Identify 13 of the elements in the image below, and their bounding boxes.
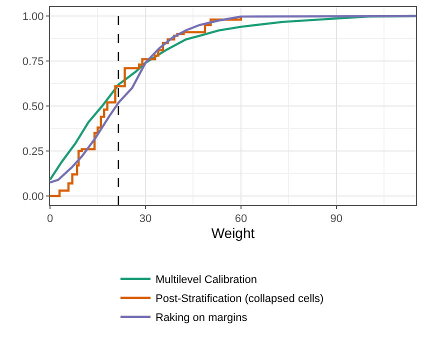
y-tick-label: 0.50 [22,100,44,113]
y-tick-label: 1.00 [22,10,44,23]
x-tick-label: 90 [330,213,343,226]
legend-label: Raking on margins [156,312,248,324]
legend-label: Post-Stratification (collapsed cells) [156,293,324,306]
x-axis-title: Weight [211,225,255,242]
y-tick-label: 0.00 [22,190,44,203]
y-tick-label: 0.75 [22,56,44,68]
legend-label: Multilevel Calibration [156,274,257,286]
x-tick-label: 60 [234,213,248,226]
x-tick-label: 0 [46,213,54,226]
y-tick-label: 0.25 [22,146,44,158]
x-tick-label: 30 [139,213,152,226]
